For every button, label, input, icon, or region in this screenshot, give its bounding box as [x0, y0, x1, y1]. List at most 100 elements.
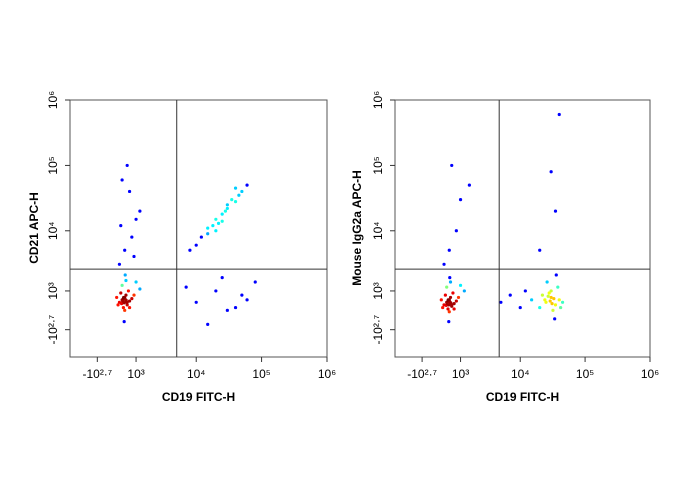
- event-point: [557, 112, 561, 117]
- event-point: [233, 305, 238, 310]
- event-point: [557, 298, 561, 302]
- event-point: [216, 221, 221, 225]
- event-point: [518, 305, 522, 310]
- event-point: [240, 293, 244, 297]
- event-point: [194, 243, 198, 247]
- event-point: [220, 212, 224, 216]
- event-point: [138, 287, 142, 291]
- x-tick-label: 10⁴: [511, 367, 530, 381]
- x-tick-label: 10⁴: [187, 367, 206, 381]
- event-point: [134, 280, 138, 284]
- event-point: [206, 232, 210, 236]
- event-point: [120, 178, 124, 182]
- event-point: [120, 283, 124, 287]
- y-tick-label: 10⁵: [46, 156, 60, 174]
- event-point: [214, 289, 218, 293]
- y-tick-label: 10⁴: [46, 222, 60, 241]
- event-point: [119, 301, 124, 306]
- event-point: [447, 248, 451, 252]
- event-point: [124, 293, 128, 297]
- event-point: [125, 163, 129, 168]
- event-point: [451, 291, 455, 295]
- event-point: [123, 273, 127, 277]
- event-point: [447, 310, 451, 314]
- event-point: [454, 229, 458, 233]
- x-axis-title: CD19 FITC-H: [486, 390, 559, 404]
- event-point: [545, 280, 549, 284]
- plot-panel: -10²·⁷ 10³ 10⁴ 10⁵ 10⁶ -10²·⁷ 10³ 10⁴ 10⁵ 10⁶ CD19…: [27, 91, 336, 404]
- event-point: [439, 298, 443, 302]
- event-point: [220, 276, 224, 280]
- event-point: [122, 320, 126, 324]
- event-point: [549, 289, 553, 293]
- event-point: [549, 170, 553, 174]
- event-point: [553, 209, 558, 213]
- event-point: [450, 163, 454, 168]
- event-point: [441, 305, 445, 310]
- event-point: [225, 308, 229, 312]
- event-point: [544, 300, 548, 304]
- event-point: [115, 295, 119, 300]
- event-point: [199, 235, 203, 239]
- event-point: [448, 276, 452, 280]
- event-point: [119, 291, 123, 295]
- plot-panel: -10²·⁷ 10³ 10⁴ 10⁵ 10⁶ -10²·⁷ 10³ 10⁴ 10⁵ 10⁶ CD19…: [350, 91, 659, 404]
- event-point: [125, 303, 129, 307]
- event-point: [456, 295, 461, 300]
- y-tick-label: 10³: [46, 282, 60, 299]
- event-point: [121, 305, 126, 310]
- event-point: [214, 217, 218, 221]
- event-point: [184, 285, 188, 289]
- event-point: [237, 193, 241, 197]
- event-point: [188, 248, 192, 252]
- event-point: [446, 307, 450, 311]
- x-tick-label: 10³: [127, 367, 144, 381]
- event-point: [458, 283, 463, 287]
- event-point: [223, 209, 228, 213]
- y-axis-title: Mouse IgG2a APC-H: [350, 170, 364, 286]
- y-tick-label: 10⁴: [371, 222, 385, 241]
- event-point: [194, 300, 198, 304]
- x-tick-label: 10⁶: [641, 367, 659, 381]
- event-point: [134, 217, 138, 221]
- event-point: [127, 189, 132, 194]
- x-axis-title: CD19 FITC-H: [162, 390, 235, 404]
- x-tick-label: 10³: [452, 367, 469, 381]
- x-tick-label: 10⁵: [252, 367, 270, 381]
- event-point: [240, 189, 244, 194]
- event-point: [540, 293, 545, 297]
- y-tick-label: 10⁶: [371, 91, 385, 109]
- event-point: [448, 295, 453, 300]
- event-point: [127, 305, 132, 310]
- x-tick-label: -10²·⁷: [407, 367, 437, 381]
- event-point: [538, 305, 542, 310]
- y-tick-label: 10⁵: [371, 156, 385, 174]
- event-point: [220, 219, 224, 223]
- event-point: [225, 203, 229, 207]
- event-point: [560, 300, 565, 304]
- event-point: [454, 299, 458, 303]
- event-point: [225, 206, 229, 211]
- event-point: [554, 273, 558, 277]
- event-point: [458, 198, 463, 202]
- event-point: [132, 293, 136, 297]
- event-point: [233, 186, 238, 190]
- event-point: [508, 293, 512, 297]
- event-point: [230, 198, 234, 202]
- event-point: [138, 209, 142, 213]
- event-point: [538, 248, 542, 252]
- event-point: [551, 308, 555, 312]
- event-point: [448, 280, 453, 284]
- event-point: [448, 302, 452, 306]
- event-point: [543, 298, 547, 302]
- event-point: [206, 226, 210, 230]
- event-point: [499, 300, 503, 304]
- event-point: [124, 278, 128, 283]
- event-point: [559, 305, 563, 310]
- event-point: [245, 298, 249, 302]
- x-tick-label: 10⁶: [318, 367, 336, 381]
- event-point: [523, 289, 527, 293]
- event-point: [233, 199, 238, 204]
- event-point: [132, 254, 136, 259]
- y-tick-label: 10⁶: [46, 91, 60, 109]
